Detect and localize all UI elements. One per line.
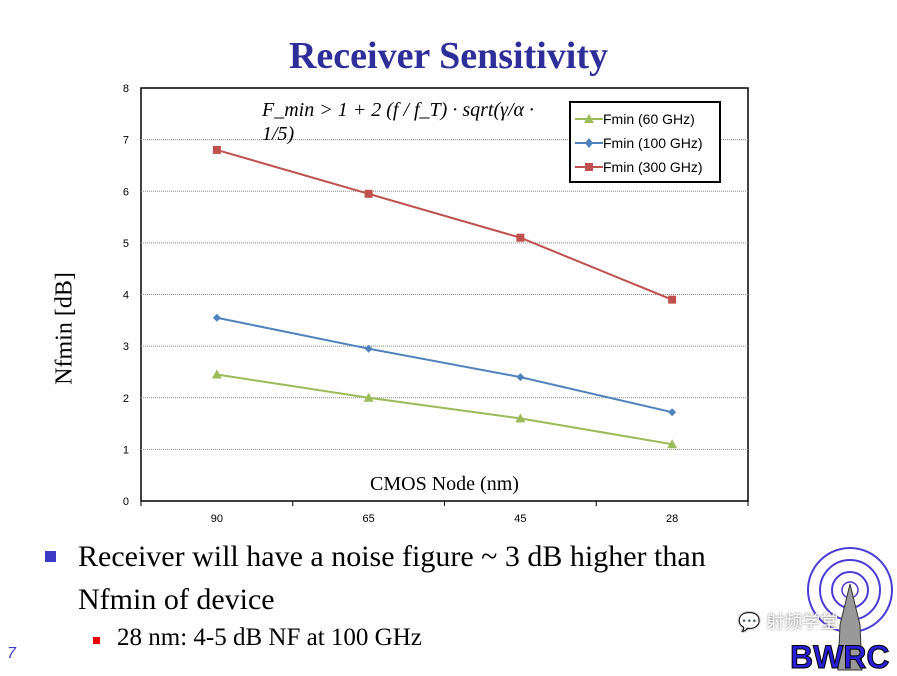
- x-axis-label: CMOS Node (nm): [370, 473, 519, 495]
- y-tick-label: 5: [123, 238, 129, 250]
- data-point: [516, 373, 525, 382]
- data-point: [363, 392, 374, 402]
- svg-text:BWRC: BWRC: [790, 639, 890, 671]
- y-tick-label: 0: [123, 496, 129, 508]
- data-point: [515, 413, 526, 423]
- y-tick-label: 6: [123, 186, 129, 198]
- y-tick-label: 2: [123, 393, 129, 405]
- y-tick-label: 7: [123, 135, 129, 147]
- slide-title: Receiver Sensitivity: [288, 35, 609, 77]
- bullet-text: Receiver will have a noise figure ~ 3 dB…: [78, 540, 706, 616]
- legend-item-300ghz: Fmin (300 GHz): [575, 157, 703, 177]
- triangle-marker-icon: [575, 114, 603, 123]
- data-point: [212, 313, 221, 322]
- data-point: [667, 439, 678, 449]
- watermark: 💬 射频学堂: [738, 612, 838, 634]
- legend-label: Fmin (60 GHz): [603, 111, 695, 127]
- legend-label: Fmin (300 GHz): [603, 159, 703, 175]
- sub-bullet-text: 28 nm: 4-5 dB NF at 100 GHz: [117, 624, 422, 651]
- y-axis-label: Nfmin [dB]: [51, 272, 78, 385]
- formula-annotation: F_min > 1 + 2 (f / f_T) · sqrt(γ/α · 1/5…: [262, 99, 535, 145]
- legend-label: Fmin (100 GHz): [603, 135, 703, 151]
- y-tick-label: 1: [123, 444, 129, 456]
- diamond-marker-icon: [575, 138, 603, 148]
- bullet-square-icon: [45, 551, 56, 562]
- sub-bullet-square-icon: [93, 637, 100, 644]
- square-marker-icon: [575, 163, 603, 171]
- series-line: [216, 148, 673, 301]
- page-number: 7: [7, 645, 16, 662]
- series-line: [216, 316, 673, 414]
- x-tick-label: 65: [363, 513, 375, 525]
- watermark-text: 射频学堂: [766, 612, 839, 633]
- data-point: [516, 233, 525, 242]
- x-tick-label: 45: [514, 513, 526, 525]
- legend-item-60ghz: Fmin (60 GHz): [575, 109, 695, 129]
- wechat-icon: 💬: [738, 612, 761, 633]
- series-line: [216, 373, 673, 446]
- data-point: [212, 145, 221, 154]
- data-point: [211, 369, 222, 379]
- bwrc-logo: BWRC: [786, 540, 897, 676]
- y-tick-label: 4: [123, 290, 129, 302]
- data-point: [364, 189, 373, 198]
- chart-legend: Fmin (60 GHz) Fmin (100 GHz) Fmin (300 G…: [569, 101, 721, 183]
- y-tick-label: 8: [123, 83, 129, 95]
- data-point: [364, 344, 373, 353]
- y-tick-label: 3: [123, 341, 129, 353]
- legend-item-100ghz: Fmin (100 GHz): [575, 133, 703, 153]
- x-tick-label: 90: [211, 513, 223, 525]
- data-point: [668, 408, 677, 417]
- data-point: [668, 295, 677, 304]
- x-tick-label: 28: [666, 513, 678, 525]
